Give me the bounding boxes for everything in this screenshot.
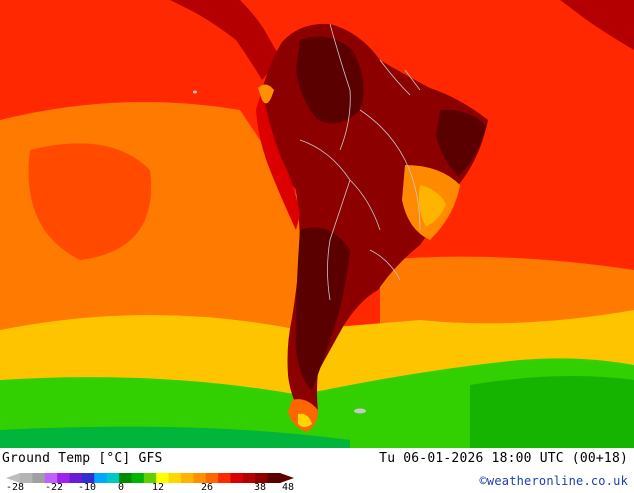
- amazon-dark-core: [296, 36, 364, 124]
- valid-time: Tu 06-01-2026 18:00 UTC (00+18): [379, 451, 628, 466]
- ocean-teal-edge: [0, 426, 350, 448]
- legend-left-arrow: [6, 473, 20, 483]
- credit-link[interactable]: ©weatheronline.co.uk: [479, 474, 628, 488]
- legend-tick-label: -28: [6, 482, 25, 493]
- falkland-islands: [354, 408, 366, 414]
- legend-swatch: [218, 473, 231, 483]
- brazil-east-dark: [436, 109, 486, 176]
- legend-swatch: [119, 473, 132, 483]
- legend-swatch: [81, 473, 95, 483]
- legend-swatch: [180, 473, 194, 483]
- legend-swatch: [131, 473, 145, 483]
- legend-tick-label: -10: [78, 482, 97, 493]
- southern-tip-yellow: [298, 413, 312, 427]
- ground-temperature-map: [0, 0, 634, 448]
- legend-swatch: [205, 473, 219, 483]
- andes-red-strip: [256, 90, 300, 230]
- patagonia-dark: [295, 227, 350, 390]
- legend-swatch: [255, 473, 269, 483]
- legend-right-arrow: [280, 473, 294, 483]
- small-island: [193, 90, 197, 94]
- legend-swatch: [168, 473, 182, 483]
- legend-tick-label: 0: [118, 482, 125, 493]
- color-legend: [6, 473, 294, 483]
- legend-swatch: [267, 473, 281, 483]
- legend-swatch: [57, 473, 71, 483]
- legend-swatch: [242, 473, 256, 483]
- legend-swatch: [193, 473, 207, 483]
- legend-tick-label: 38: [254, 482, 267, 493]
- legend-swatch: [69, 473, 83, 483]
- legend-swatch: [44, 473, 58, 483]
- map-panel: [0, 0, 634, 448]
- ocean-darkorange-patch: [28, 143, 152, 260]
- legend-swatch: [156, 473, 170, 483]
- andes-orange-ridge: [258, 84, 274, 104]
- ocean-darkgreen-south: [470, 376, 634, 448]
- legend-swatch: [106, 473, 120, 483]
- legend-tick-label: -22: [45, 482, 64, 493]
- brazil-plateau-yellow: [418, 185, 446, 226]
- legend-tick-label: 48: [282, 482, 295, 493]
- legend-swatch: [143, 473, 157, 483]
- legend-swatch: [20, 473, 33, 483]
- caribbean-island: [560, 0, 634, 50]
- legend-tick-label: 12: [152, 482, 165, 493]
- legend-swatch: [230, 473, 244, 483]
- legend-swatch: [94, 473, 108, 483]
- legend-swatch: [32, 473, 46, 483]
- legend-tick-label: 26: [201, 482, 214, 493]
- country-borders: [299, 23, 421, 301]
- map-title: Ground Temp [°C] GFS: [2, 451, 163, 466]
- central-america: [170, 0, 282, 80]
